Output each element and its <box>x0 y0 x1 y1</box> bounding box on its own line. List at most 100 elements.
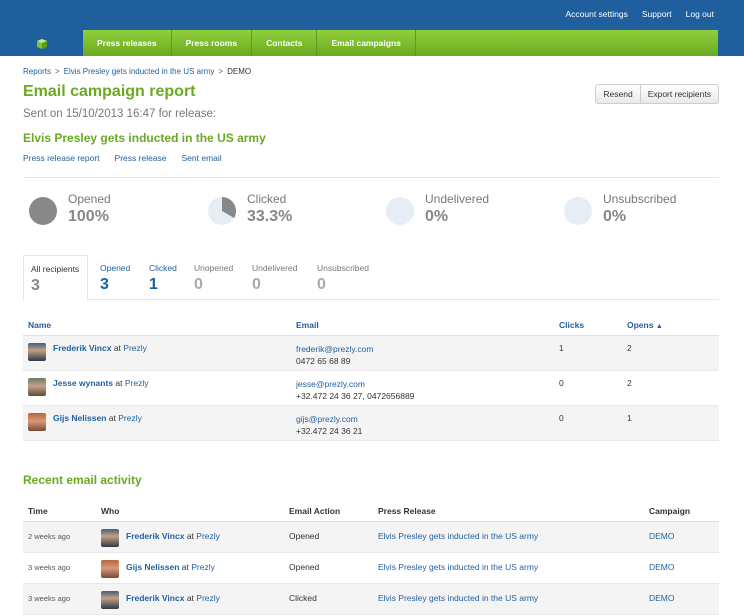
breadcrumb-reports[interactable]: Reports <box>23 67 52 76</box>
contact-name-link[interactable]: Frederik Vincx <box>53 343 112 353</box>
tab-count: 0 <box>194 276 203 293</box>
pie-chart-icon <box>208 197 236 225</box>
tab-undelivered[interactable]: Undelivered 0 <box>252 255 297 300</box>
resend-button[interactable]: Resend <box>595 84 641 104</box>
tab-unopened[interactable]: Unopened 0 <box>194 255 233 300</box>
column-press-release: Press Release <box>378 506 436 516</box>
tab-all-recipients[interactable]: All recipients 3 <box>23 255 89 301</box>
email-action[interactable]: Clicked <box>289 593 317 603</box>
breadcrumb-current: DEMO <box>227 67 252 76</box>
support-link[interactable]: Support <box>641 9 672 19</box>
avatar <box>101 529 119 547</box>
activity-time: 2 weeks ago <box>28 532 71 541</box>
contact-name-link[interactable]: Gijs Nelissen <box>53 413 107 423</box>
tab-count: 3 <box>31 277 40 294</box>
email-link[interactable]: gijs@prezly.com <box>296 414 358 424</box>
stat-unsubscribed: Unsubscribed 0% <box>563 192 676 226</box>
column-clicks[interactable]: Clicks <box>559 320 585 330</box>
at-text: at <box>108 413 116 423</box>
nav-email-campaigns[interactable]: Email campaigns <box>317 30 416 56</box>
campaign-link[interactable]: DEMO <box>649 593 675 603</box>
activity-time: 3 weeks ago <box>28 594 71 603</box>
activity-who: Frederik Vincx at Prezly <box>126 531 220 541</box>
press-release-report-link[interactable]: Press release report <box>23 153 100 163</box>
organisation-link[interactable]: Prezly <box>191 562 215 572</box>
tab-label: All recipients <box>31 264 80 274</box>
nav-press-rooms[interactable]: Press rooms <box>172 30 253 56</box>
column-campaign: Campaign <box>649 506 691 516</box>
stat-value: 100% <box>68 208 109 225</box>
at-text: at <box>181 562 189 572</box>
tab-label: Clicked <box>149 263 177 273</box>
column-email[interactable]: Email <box>296 320 319 330</box>
avatar <box>101 560 119 578</box>
tab-opened[interactable]: Opened 3 <box>100 255 130 300</box>
recipient-name: Gijs Nelissen at Prezly <box>53 413 142 423</box>
logo[interactable] <box>0 30 83 56</box>
opens-count: 1 <box>627 413 632 423</box>
tab-label: Unsubscribed <box>317 263 369 273</box>
organisation-link[interactable]: Prezly <box>196 593 220 603</box>
opens-count: 2 <box>627 343 632 353</box>
stat-value: 0% <box>425 208 449 225</box>
contact-name-link[interactable]: Frederik Vincx <box>126 531 185 541</box>
stat-opened: Opened 100% <box>28 192 111 226</box>
tab-count: 0 <box>317 276 326 293</box>
pie-background <box>564 197 592 225</box>
organisation-link[interactable]: Prezly <box>123 343 147 353</box>
column-name[interactable]: Name <box>28 320 52 330</box>
press-release-link[interactable]: Press release <box>114 153 167 163</box>
tab-count: 0 <box>252 276 261 293</box>
table-row: 2 weeks ago Frederik Vincx at Prezly Ope… <box>23 522 719 553</box>
email-link[interactable]: jesse@prezly.com <box>296 379 365 389</box>
contact-name-link[interactable]: Gijs Nelissen <box>126 562 180 572</box>
avatar <box>28 378 46 396</box>
nav-bar: Press releases Press rooms Contacts Emai… <box>83 30 718 56</box>
tab-clicked[interactable]: Clicked 1 <box>149 255 177 300</box>
tab-label: Opened <box>100 263 131 273</box>
campaign-link[interactable]: DEMO <box>649 562 675 572</box>
email-link[interactable]: frederik@prezly.com <box>296 344 374 354</box>
recipients-table: Name Email Clicks Opens ▲ Frederik Vincx… <box>23 314 719 441</box>
top-links: Account settings Support Log out <box>565 9 714 19</box>
press-release-link[interactable]: Elvis Presley gets inducted in the US ar… <box>378 531 539 541</box>
breadcrumb-release[interactable]: Elvis Presley gets inducted in the US ar… <box>63 67 215 76</box>
prezly-logo-icon <box>36 38 47 49</box>
organisation-link[interactable]: Prezly <box>196 531 220 541</box>
activity-time: 3 weeks ago <box>28 563 71 572</box>
avatar <box>101 591 119 609</box>
nav-contacts[interactable]: Contacts <box>252 30 318 56</box>
column-opens-label: Opens <box>627 320 654 330</box>
organisation-link[interactable]: Prezly <box>118 413 142 423</box>
account-settings-link[interactable]: Account settings <box>565 9 628 19</box>
page-title: Email campaign report <box>23 83 196 100</box>
report-links: Press release report Press release Sent … <box>23 153 222 163</box>
press-release-link[interactable]: Elvis Presley gets inducted in the US ar… <box>378 593 539 603</box>
table-header: Time Who Email Action Press Release Camp… <box>23 500 719 522</box>
activity-who: Gijs Nelissen at Prezly <box>126 562 215 572</box>
tab-label: Unopened <box>194 263 234 273</box>
phone-text: +32.472 24 36 27, 0472656889 <box>296 391 415 401</box>
recipient-tabs: All recipients 3 Opened 3 Clicked 1 Unop… <box>23 255 719 301</box>
nav-press-releases[interactable]: Press releases <box>83 30 172 56</box>
activity-who: Frederik Vincx at Prezly <box>126 593 220 603</box>
contact-name-link[interactable]: Jesse wynants <box>53 378 114 388</box>
press-release-link[interactable]: Elvis Presley gets inducted in the US ar… <box>378 562 539 572</box>
column-opens[interactable]: Opens ▲ <box>627 320 663 330</box>
export-recipients-button[interactable]: Export recipients <box>640 84 719 104</box>
campaign-link[interactable]: DEMO <box>649 531 675 541</box>
logout-link[interactable]: Log out <box>685 9 714 19</box>
at-text: at <box>186 593 194 603</box>
recipient-name: Jesse wynants at Prezly <box>53 378 148 388</box>
release-title: Elvis Presley gets inducted in the US ar… <box>23 131 266 145</box>
clicks-count: 0 <box>559 378 564 388</box>
tab-unsubscribed[interactable]: Unsubscribed 0 <box>317 255 369 300</box>
pie-chart-icon <box>564 197 592 225</box>
breadcrumb: Reports > Elvis Presley gets inducted in t… <box>23 67 251 76</box>
stat-label: Undelivered <box>425 192 490 206</box>
pie-chart-icon <box>29 197 57 225</box>
sent-email-link[interactable]: Sent email <box>181 153 222 163</box>
breadcrumb-separator: > <box>218 67 224 76</box>
organisation-link[interactable]: Prezly <box>124 378 149 388</box>
contact-name-link[interactable]: Frederik Vincx <box>126 593 185 603</box>
